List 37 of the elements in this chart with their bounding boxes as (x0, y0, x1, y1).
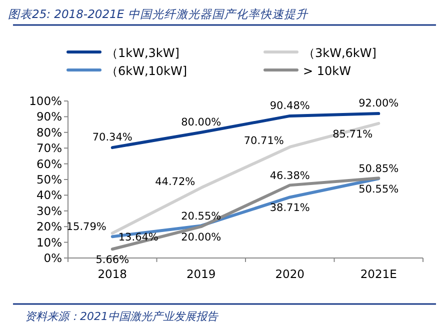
y-tick-label: 30% (36, 204, 62, 218)
y-tick-label: 50% (36, 172, 62, 186)
data-label: 50.85% (358, 163, 399, 176)
data-label: 13.64% (118, 232, 158, 244)
data-label: 85.71% (332, 128, 373, 140)
y-tick-label: 0% (44, 251, 62, 265)
legend-label: （6kW,10kW] (106, 64, 188, 78)
legend-label: （1kW,3kW] (106, 46, 180, 60)
y-tick-label: 60% (36, 156, 62, 171)
data-label: 15.79% (66, 221, 106, 234)
y-tick-label: 20% (36, 220, 62, 234)
text: 资料来源：2021中国激光产业发展报告 (25, 310, 219, 323)
y-tick-label: 70% (36, 141, 62, 156)
data-label: 38.71% (270, 202, 310, 214)
x-tick-label: 2019 (186, 267, 216, 281)
data-label: 5.66% (96, 254, 130, 266)
data-label: 70.71% (244, 134, 284, 147)
data-label: 90.48% (270, 100, 310, 112)
data-label: 92.00% (358, 98, 399, 110)
y-tick-label: 40% (36, 188, 62, 202)
y-tick-label: 90% (36, 110, 62, 124)
y-tick-label: 10% (36, 235, 62, 250)
data-label: 20.00% (181, 232, 222, 244)
chart-title: 图表25: 2018-2021E 中国光纤激光器国产化率快速提升 (8, 7, 309, 21)
data-label: 80.00% (181, 116, 222, 128)
data-label: 70.34% (92, 132, 132, 144)
x-tick-label: 2020 (275, 267, 305, 281)
legend-label: > 10kW (303, 64, 352, 78)
data-label: 50.55% (358, 184, 399, 196)
data-label: 20.55% (181, 210, 222, 223)
y-tick-label: 100% (29, 94, 62, 108)
data-label: 44.72% (155, 176, 196, 188)
y-tick-label: 80% (36, 125, 62, 140)
x-tick-label: 2021E (360, 267, 397, 281)
data-label: 46.38% (270, 170, 310, 182)
legend-label: （3kW,6kW] (303, 46, 376, 60)
x-tick-label: 2018 (98, 267, 128, 281)
